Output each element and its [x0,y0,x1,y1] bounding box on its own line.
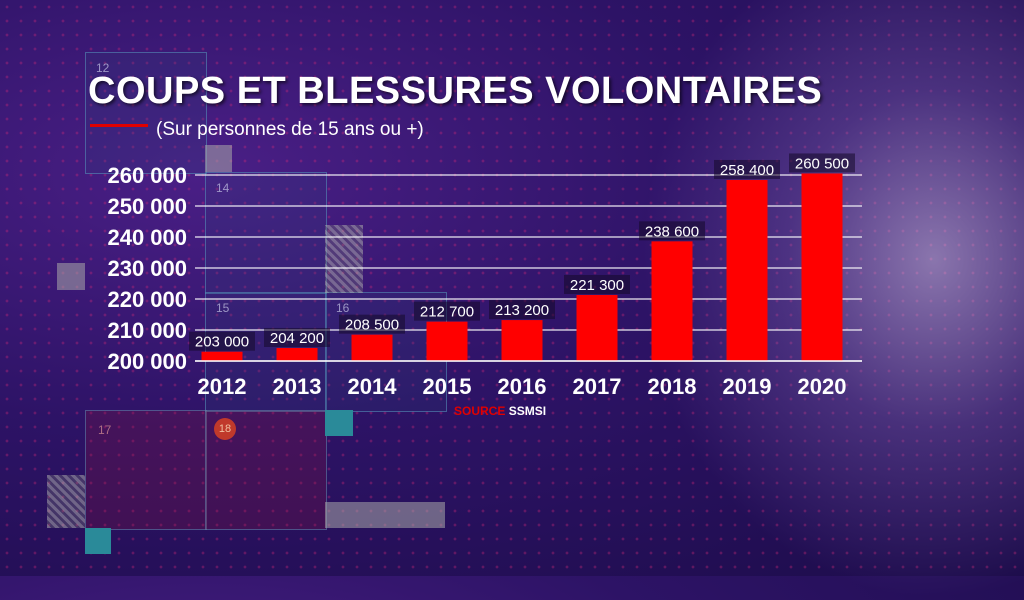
bar [501,320,543,361]
bar [726,179,768,361]
data-label: 221 300 [570,277,624,294]
y-tick-label: 220 000 [107,287,187,312]
x-tick-label: 2019 [723,374,772,399]
title-accent-line [90,124,148,127]
panel-number: 17 [98,423,112,437]
source-label: SOURCE [454,404,506,418]
deco-tile [325,225,363,293]
bar [351,334,393,361]
x-tick-label: 2014 [348,374,398,399]
bar [801,173,843,361]
panel-number: 15 [216,301,230,315]
deco-tile [325,502,445,528]
deco-tile [47,475,85,528]
data-label: 260 500 [795,155,849,172]
data-label-bg [414,301,480,321]
bar-chart: 200 000 210 000 220 000 230 000 240 000 250 0… [107,153,855,399]
bar [276,347,318,361]
data-label-bg [564,274,630,294]
data-label-bg [189,331,255,351]
y-tick-label: 210 000 [107,318,187,343]
data-label: 203 000 [195,334,249,351]
bar [201,351,243,361]
deco-tile [85,528,111,554]
data-label-bg [264,327,330,347]
x-tick-label: 2016 [498,374,547,399]
data-label-bg [489,300,555,320]
x-tick-label: 2012 [198,374,247,399]
panel-number: 14 [216,181,230,195]
deco-panel-14: 14 [205,172,327,294]
y-tick-label: 260 000 [107,163,187,188]
deco-panel-17: 17 [85,410,207,530]
data-label: 212 700 [420,304,474,321]
panel-number: 12 [96,61,110,75]
x-tick-label: 2020 [798,374,847,399]
panel-number-badge: 18 [214,418,236,440]
chart-subtitle: (Sur personnes de 15 ans ou +) [156,119,424,140]
deco-tile [205,145,232,172]
y-tick-label: 250 000 [107,194,187,219]
panel-number: 16 [336,301,350,315]
data-label-bg [339,314,405,334]
deco-panel-12: 12 [85,52,207,174]
deco-tile [57,263,85,290]
x-tick-label: 2017 [573,374,622,399]
data-label-bg [639,221,705,241]
y-tick-label: 240 000 [107,225,187,250]
x-tick-label: 2015 [423,374,472,399]
y-tick-label: 230 000 [107,256,187,281]
data-label: 258 400 [720,162,774,179]
data-label: 213 200 [495,302,549,319]
bar [426,321,468,361]
chart-title: COUPS ET BLESSURES VOLONTAIRES [88,70,823,112]
data-label-bg [789,153,855,173]
data-label: 204 200 [270,330,324,347]
data-label: 238 600 [645,223,699,240]
deco-tile [325,410,353,436]
source-credit: SOURCE SSMSI [454,404,546,418]
bar [651,241,693,361]
bar [576,294,618,361]
x-tick-label: 2018 [648,374,697,399]
x-tick-label: 2013 [273,374,322,399]
y-tick-label: 200 000 [107,349,187,374]
source-name: SSMSI [508,404,547,418]
data-label: 208 500 [345,317,399,334]
data-label-bg [714,159,780,179]
